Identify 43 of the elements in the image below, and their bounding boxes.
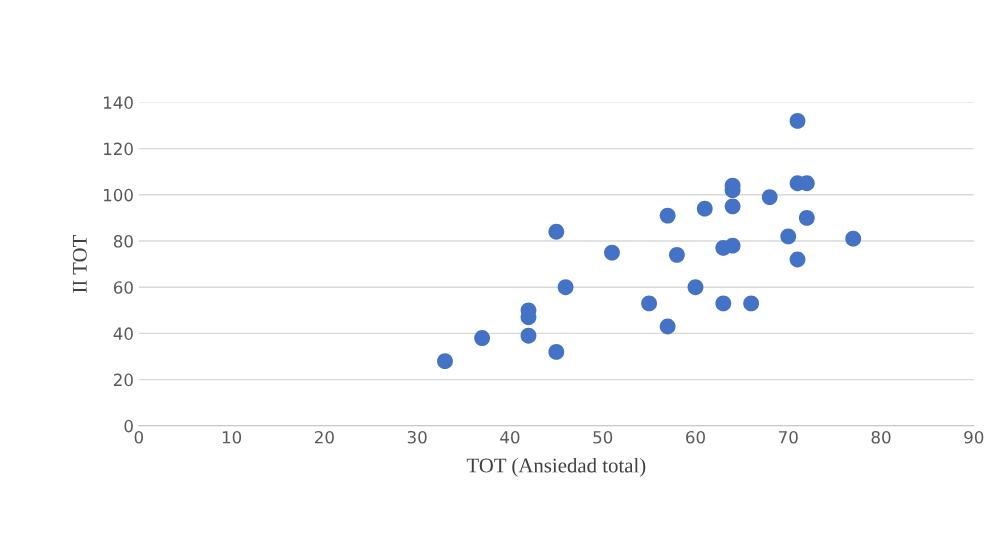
point: [687, 279, 704, 296]
point: [761, 189, 778, 206]
y-tick-label: 40: [113, 327, 133, 340]
x-tick-label: 50: [593, 430, 613, 444]
x-tick-label: 70: [779, 430, 798, 444]
point: [641, 295, 658, 312]
point: [474, 330, 491, 346]
point: [520, 327, 537, 344]
x-tick-label: 0: [134, 430, 144, 444]
x-tick-label: 10: [222, 430, 242, 444]
x-tick-label: 20: [315, 430, 334, 444]
point: [715, 295, 732, 312]
point: [780, 228, 797, 245]
y-tick-label: 20: [113, 373, 133, 387]
y-tick-label: 100: [103, 188, 133, 202]
point: [798, 209, 815, 226]
point: [548, 223, 565, 240]
y-tick-label: 0: [124, 419, 133, 433]
y-tick-label: 80: [113, 234, 133, 248]
y-axis-title: II TOT: [72, 235, 87, 293]
point: [548, 343, 565, 360]
point: [743, 295, 760, 312]
x-tick-label: 90: [964, 430, 984, 444]
x-tick-label: 80: [871, 430, 891, 444]
point: [789, 251, 806, 268]
point: [845, 230, 862, 247]
point: [659, 207, 676, 224]
point: [557, 279, 574, 296]
x-tick-label: 40: [500, 430, 520, 444]
x-axis-title: TOT (Ansiedad total): [466, 457, 646, 477]
point: [724, 237, 741, 254]
point: [696, 200, 713, 217]
y-tick-label: 140: [103, 96, 133, 109]
point: [604, 244, 620, 261]
point: [437, 353, 453, 370]
y-tick-label: 120: [103, 142, 133, 156]
x-tick-label: 60: [686, 430, 705, 444]
point: [789, 112, 806, 129]
point: [659, 318, 676, 335]
point: [724, 198, 741, 215]
y-tick-label: 60: [113, 281, 133, 294]
point: [669, 246, 685, 263]
x-tick-label: 30: [407, 430, 427, 444]
